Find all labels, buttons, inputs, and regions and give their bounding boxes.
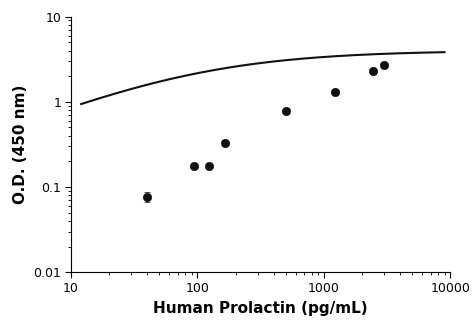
- X-axis label: Human Prolactin (pg/mL): Human Prolactin (pg/mL): [154, 300, 368, 315]
- Y-axis label: O.D. (450 nm): O.D. (450 nm): [13, 85, 28, 204]
